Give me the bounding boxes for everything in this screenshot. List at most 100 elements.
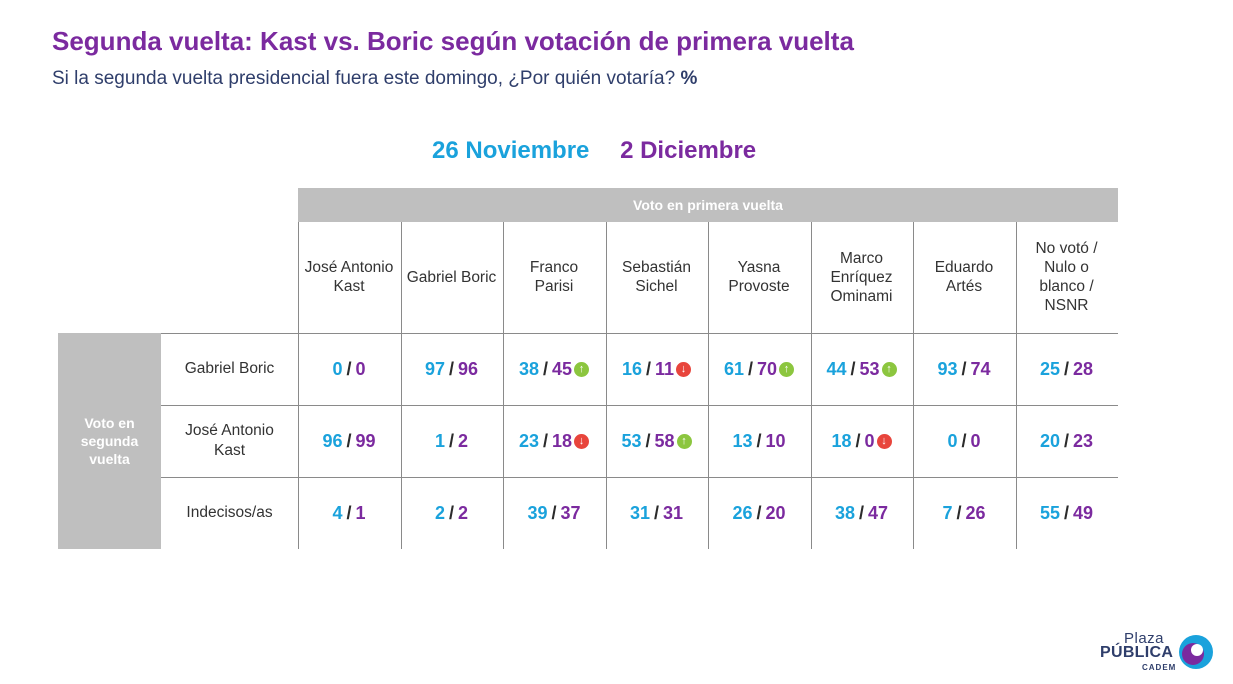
- value-date-1: 2: [434, 502, 445, 523]
- legend-date-2: 2 Diciembre: [620, 137, 757, 164]
- value-date-2: 2: [458, 430, 469, 451]
- grid-line-vertical: [913, 222, 914, 549]
- table-cell: 53/58 ↑: [606, 405, 708, 477]
- legend-date-1: 26 Noviembre: [432, 137, 590, 164]
- value-date-2: 70: [757, 358, 778, 379]
- table-cell: 93/74: [913, 333, 1015, 405]
- value-separator: /: [961, 430, 967, 451]
- value-date-1: 31: [629, 502, 650, 523]
- table-cell: 13/10: [708, 405, 810, 477]
- subtitle-unit: %: [680, 68, 698, 89]
- value-separator: /: [956, 502, 962, 523]
- grid-line-horizontal: [161, 477, 1118, 478]
- value-date-2: 99: [355, 430, 376, 451]
- value-date-2: 2: [458, 502, 469, 523]
- value-date-2: 0: [970, 430, 981, 451]
- value-separator: /: [551, 502, 557, 523]
- table-cell: 16/11 ↓: [606, 333, 708, 405]
- row-label: Gabriel Boric: [184, 360, 275, 377]
- value-separator: /: [645, 430, 651, 451]
- value-separator: /: [448, 358, 454, 379]
- column-header: Sebastián Sichel: [622, 259, 691, 295]
- value-date-1: 39: [527, 502, 548, 523]
- value-date-1: 4: [332, 502, 343, 523]
- value-date-1: 44: [826, 358, 847, 379]
- value-date-2: 47: [868, 502, 889, 523]
- value-date-2: 31: [663, 502, 684, 523]
- row-group-header: Voto en segunda vuelta: [58, 333, 161, 549]
- value-date-2: 0: [355, 358, 366, 379]
- grid-line-horizontal: [161, 405, 1118, 406]
- table-cell: 61/70 ↑: [708, 333, 810, 405]
- value-date-2: 49: [1073, 502, 1094, 523]
- table-cell: 4/1: [298, 477, 400, 549]
- grid-line-vertical: [606, 222, 607, 549]
- value-date-1: 61: [723, 358, 744, 379]
- table-cell: 1/2: [401, 405, 503, 477]
- arrow-down-icon: ↓: [876, 433, 892, 449]
- logo-line-3: CADEM: [1142, 663, 1177, 672]
- table-cell: 38/45 ↑: [503, 333, 605, 405]
- value-separator: /: [346, 358, 352, 379]
- table-cell: 18/0 ↓: [811, 405, 913, 477]
- value-date-1: 1: [434, 430, 445, 451]
- value-date-1: 23: [518, 430, 539, 451]
- page-subtitle: Si la segunda vuelta presidencial fuera …: [52, 68, 697, 90]
- table-cell: 20/23: [1016, 405, 1118, 477]
- arrow-up-icon: ↑: [574, 361, 590, 377]
- value-separator: /: [542, 358, 548, 379]
- value-separator: /: [756, 502, 762, 523]
- value-date-1: 38: [834, 502, 855, 523]
- value-separator: /: [645, 358, 651, 379]
- value-date-2: 18: [552, 430, 573, 451]
- arrow-up-icon: ↑: [881, 361, 897, 377]
- value-separator: /: [653, 502, 659, 523]
- value-date-2: 58: [654, 430, 675, 451]
- value-date-1: 38: [518, 358, 539, 379]
- value-date-2: 96: [458, 358, 479, 379]
- value-date-2: 10: [765, 430, 786, 451]
- grid-line-vertical: [1016, 222, 1017, 549]
- column-header: Yasna Provoste: [728, 259, 790, 295]
- grid-line-vertical: [298, 222, 299, 549]
- value-separator: /: [756, 430, 762, 451]
- value-date-1: 55: [1039, 502, 1060, 523]
- logo-swirl-icon: [1179, 635, 1213, 669]
- row-label: José Antonio Kast: [185, 422, 274, 459]
- logo-line-1: Plaza: [1124, 630, 1165, 647]
- table-cell: 38/47: [811, 477, 913, 549]
- table-cell: 0/0: [913, 405, 1015, 477]
- value-date-2: 20: [765, 502, 786, 523]
- table-cell: 23/18 ↓: [503, 405, 605, 477]
- column-header: Gabriel Boric: [406, 268, 497, 286]
- value-date-2: 37: [560, 502, 581, 523]
- grid-line-vertical: [503, 222, 504, 549]
- page-title: Segunda vuelta: Kast vs. Boric según vot…: [52, 26, 854, 56]
- grid-line-horizontal: [161, 333, 1118, 334]
- value-date-1: 7: [942, 502, 953, 523]
- value-date-1: 96: [322, 430, 343, 451]
- value-date-2: 26: [965, 502, 986, 523]
- row-label: Indecisos/as: [186, 504, 273, 521]
- table-cell: 26/20: [708, 477, 810, 549]
- plaza-publica-cadem-logo: Plaza PÚBLICA CADEM: [1098, 630, 1218, 675]
- value-separator: /: [961, 358, 967, 379]
- column-header: Marco Enríquez Ominami: [830, 249, 893, 305]
- value-separator: /: [858, 502, 864, 523]
- value-separator: /: [1063, 502, 1069, 523]
- subtitle-text: Si la segunda vuelta presidencial fuera …: [52, 68, 676, 89]
- table-cell: 44/53 ↑: [811, 333, 913, 405]
- value-date-1: 20: [1039, 430, 1060, 451]
- value-separator: /: [855, 430, 861, 451]
- table-cell: 2/2: [401, 477, 503, 549]
- value-date-2: 11: [655, 358, 675, 379]
- value-date-1: 18: [831, 430, 852, 451]
- value-date-1: 93: [937, 358, 958, 379]
- table-cell: 55/49: [1016, 477, 1118, 549]
- grid-line-vertical: [708, 222, 709, 549]
- value-separator: /: [850, 358, 856, 379]
- table-cell: 0/0: [298, 333, 400, 405]
- value-date-1: 26: [732, 502, 753, 523]
- value-date-1: 0: [947, 430, 958, 451]
- value-date-1: 97: [424, 358, 445, 379]
